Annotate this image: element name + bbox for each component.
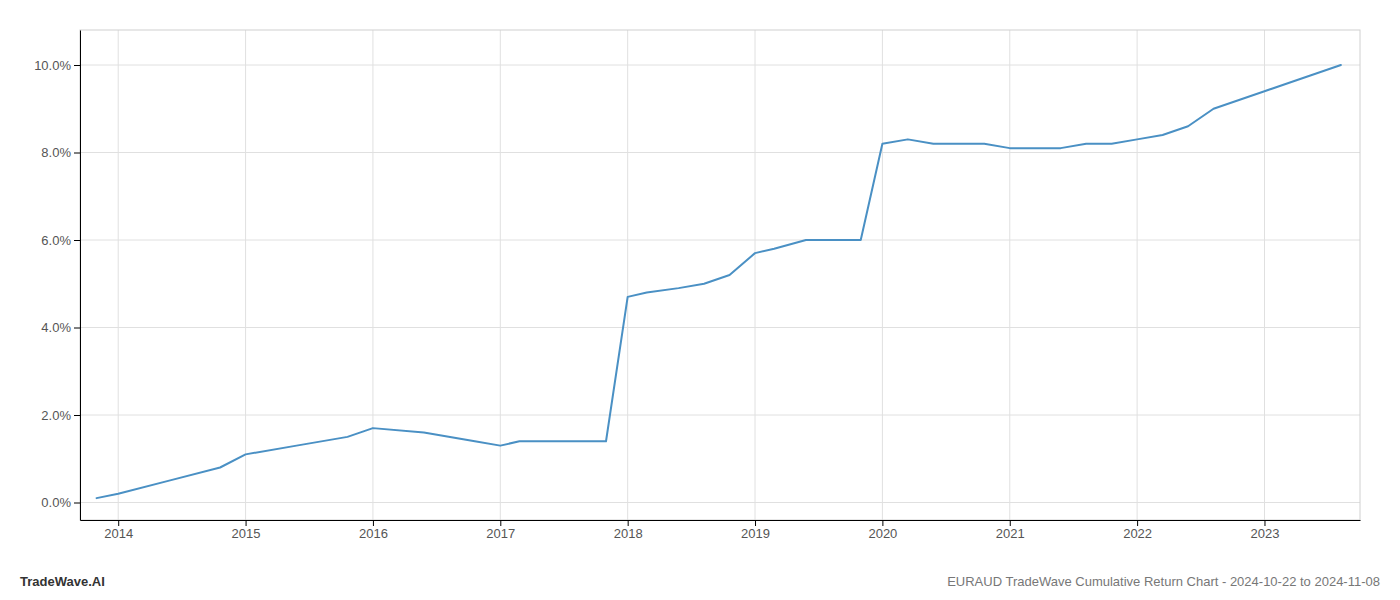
x-tick: 2022 <box>1123 520 1152 541</box>
x-tick-label: 2020 <box>868 526 897 541</box>
footer-left: TradeWave.AI <box>20 574 105 589</box>
y-tick-mark <box>74 65 80 66</box>
chart: 2014 2015 2016 2017 2018 2019 2020 2021 2022 2023… <box>0 0 1400 600</box>
y-tick-label: 8.0% <box>41 145 71 160</box>
y-tick-mark <box>74 328 80 329</box>
y-axis: 0.0% 2.0% 4.0% 6.0% 8.0% 10.0% <box>34 31 80 521</box>
footer-right: EURAUD TradeWave Cumulative Return Chart… <box>947 574 1380 589</box>
y-axis-line <box>80 31 81 521</box>
x-grid-line <box>627 30 628 520</box>
y-grid-line <box>80 327 1360 328</box>
y-tick: 6.0% <box>41 233 80 248</box>
x-tick-mark <box>373 520 374 526</box>
y-tick-mark <box>74 153 80 154</box>
y-tick: 2.0% <box>41 408 80 423</box>
x-tick: 2019 <box>741 520 770 541</box>
y-tick-label: 0.0% <box>41 495 71 510</box>
x-tick: 2016 <box>359 520 388 541</box>
y-tick-label: 4.0% <box>41 320 71 335</box>
x-tick-mark <box>1137 520 1138 526</box>
y-tick: 4.0% <box>41 320 80 335</box>
x-axis: 2014 2015 2016 2017 2018 2019 2020 2021 2022 2023 <box>81 520 1361 541</box>
plot-area: 2014 2015 2016 2017 2018 2019 2020 2021 2022 2023… <box>34 30 1360 541</box>
y-tick: 0.0% <box>41 495 80 510</box>
x-tick: 2020 <box>868 520 897 541</box>
y-grid-line <box>80 415 1360 416</box>
x-grid-line <box>245 30 246 520</box>
y-tick: 10.0% <box>34 58 80 73</box>
y-grid-line <box>80 502 1360 503</box>
x-tick-mark <box>1264 520 1265 526</box>
plot-frame <box>80 30 1360 520</box>
x-tick-label: 2014 <box>104 526 133 541</box>
grid <box>80 30 1360 520</box>
x-axis-line <box>81 520 1361 521</box>
x-grid-line <box>1137 30 1138 520</box>
x-grid-line <box>1264 30 1265 520</box>
x-grid-line <box>755 30 756 520</box>
x-grid-line <box>372 30 373 520</box>
y-tick-mark <box>74 240 80 241</box>
x-grid-line <box>882 30 883 520</box>
x-tick: 2021 <box>996 520 1025 541</box>
y-tick-label: 10.0% <box>34 58 71 73</box>
x-grid-line <box>1009 30 1010 520</box>
x-tick-mark <box>1010 520 1011 526</box>
x-tick-mark <box>755 520 756 526</box>
x-tick-mark <box>246 520 247 526</box>
y-grid-line <box>80 152 1360 153</box>
y-tick-label: 6.0% <box>41 233 71 248</box>
x-tick: 2018 <box>614 520 643 541</box>
x-tick-label: 2019 <box>741 526 770 541</box>
x-tick-label: 2015 <box>232 526 261 541</box>
x-tick-mark <box>118 520 119 526</box>
x-tick: 2014 <box>104 520 133 541</box>
y-grid-line <box>80 240 1360 241</box>
y-tick-label: 2.0% <box>41 408 71 423</box>
line <box>97 65 1341 498</box>
x-tick-mark <box>628 520 629 526</box>
y-tick: 8.0% <box>41 145 80 160</box>
x-tick-label: 2017 <box>486 526 515 541</box>
x-tick: 2023 <box>1251 520 1280 541</box>
y-tick-mark <box>74 503 80 504</box>
y-tick-mark <box>74 415 80 416</box>
x-tick-mark <box>882 520 883 526</box>
marks <box>97 65 1341 498</box>
x-tick-label: 2018 <box>614 526 643 541</box>
x-tick-mark <box>500 520 501 526</box>
x-tick: 2015 <box>232 520 261 541</box>
x-grid-line <box>118 30 119 520</box>
x-tick-label: 2021 <box>996 526 1025 541</box>
x-tick: 2017 <box>486 520 515 541</box>
x-tick-label: 2016 <box>359 526 388 541</box>
y-grid-line <box>80 65 1360 66</box>
x-tick-label: 2022 <box>1123 526 1152 541</box>
x-tick-label: 2023 <box>1251 526 1280 541</box>
